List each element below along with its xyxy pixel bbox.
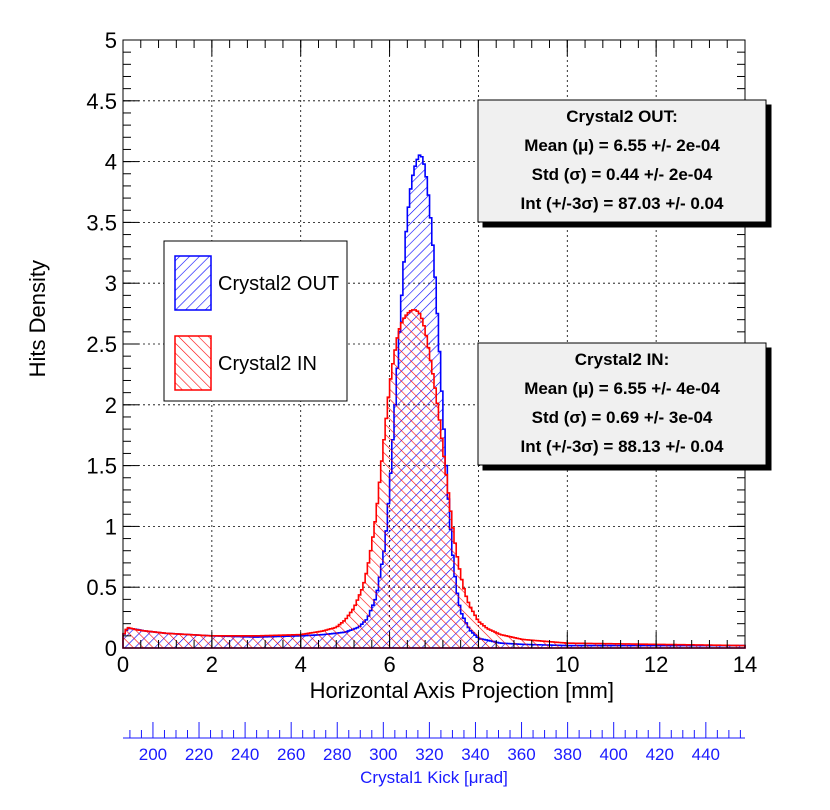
y-tick-label: 1	[105, 514, 117, 539]
kick-tick-label: 240	[231, 745, 259, 764]
y-tick-label: 1.5	[86, 454, 117, 479]
kick-tick-label: 220	[185, 745, 213, 764]
legend-label-crystal2-in: Crystal2 IN	[218, 353, 317, 375]
kick-tick-label: 320	[415, 745, 443, 764]
y-tick-label: 4.5	[86, 89, 117, 114]
legend: Crystal2 OUT Crystal2 IN	[163, 240, 348, 402]
kick-tick-label: 200	[139, 745, 167, 764]
kick-tick-label: 300	[369, 745, 397, 764]
y-tick-label: 4	[105, 150, 117, 175]
series-crystal2-in	[122, 309, 746, 649]
y-tick-label: 2.5	[86, 332, 117, 357]
kick-tick-label: 260	[277, 745, 305, 764]
stats-std: Std (σ) = 0.69 +/- 3e-04	[532, 408, 713, 427]
y-tick-label: 0	[105, 636, 117, 661]
y-tick-label: 3.5	[86, 210, 117, 235]
x-tick-label: 14	[733, 652, 757, 677]
x-axis-title: Horizontal Axis Projection [mm]	[310, 678, 614, 703]
y-tick-label: 3	[105, 271, 117, 296]
legend-label-crystal2-out: Crystal2 OUT	[218, 273, 339, 295]
y-tick-label: 2	[105, 393, 117, 418]
x-tick-label: 6	[383, 652, 395, 677]
stats-mean: Mean (μ) = 6.55 +/- 2e-04	[524, 136, 720, 155]
kick-tick-label: 360	[507, 745, 535, 764]
stats-box-bg	[477, 99, 767, 223]
x-tick-label: 10	[555, 652, 579, 677]
stats-title: Crystal2 OUT:	[566, 107, 677, 126]
stats-box-crystal2-out: Crystal2 OUT: Mean (μ) = 6.55 +/- 2e-04 …	[477, 99, 767, 223]
kick-tick-label: 420	[646, 745, 674, 764]
stats-integral: Int (+/-3σ) = 87.03 +/- 0.04	[521, 194, 725, 213]
stats-box-bg	[477, 342, 767, 466]
stats-box-crystal2-in: Crystal2 IN: Mean (μ) = 6.55 +/- 4e-04 S…	[477, 342, 767, 466]
stats-mean: Mean (μ) = 6.55 +/- 4e-04	[524, 379, 720, 398]
stats-title: Crystal2 IN:	[575, 350, 669, 369]
kick-tick-label: 400	[600, 745, 628, 764]
x-tick-label: 0	[117, 652, 129, 677]
legend-swatch-crystal2-out	[174, 255, 212, 311]
legend-swatch-crystal2-in	[174, 335, 212, 391]
x-tick-label: 4	[295, 652, 307, 677]
secondary-kick-axis: 200 220 240 260 280 300 320 340 360 380 400 420 440	[123, 722, 745, 764]
x-tick-label: 8	[472, 652, 484, 677]
x-tick-label: 12	[644, 652, 668, 677]
kick-tick-label: 340	[461, 745, 489, 764]
y-tick-label: 0.5	[86, 575, 117, 600]
secondary-axis-title: Crystal1 Kick [μrad]	[360, 768, 508, 787]
y-tick-label: 5	[105, 28, 117, 53]
stats-std: Std (σ) = 0.44 +/- 2e-04	[532, 165, 713, 184]
axis-ticks: 0 2 4 6 8 10 12 14 0 0.5 1 1.5 2 2.5 3 3.5 4 4.5 5	[86, 28, 757, 677]
x-tick-label: 2	[206, 652, 218, 677]
kick-tick-label: 280	[323, 745, 351, 764]
stats-integral: Int (+/-3σ) = 88.13 +/- 0.04	[521, 437, 725, 456]
kick-tick-label: 380	[553, 745, 581, 764]
y-axis-title: Hits Density	[25, 260, 50, 377]
kick-tick-label: 440	[692, 745, 720, 764]
